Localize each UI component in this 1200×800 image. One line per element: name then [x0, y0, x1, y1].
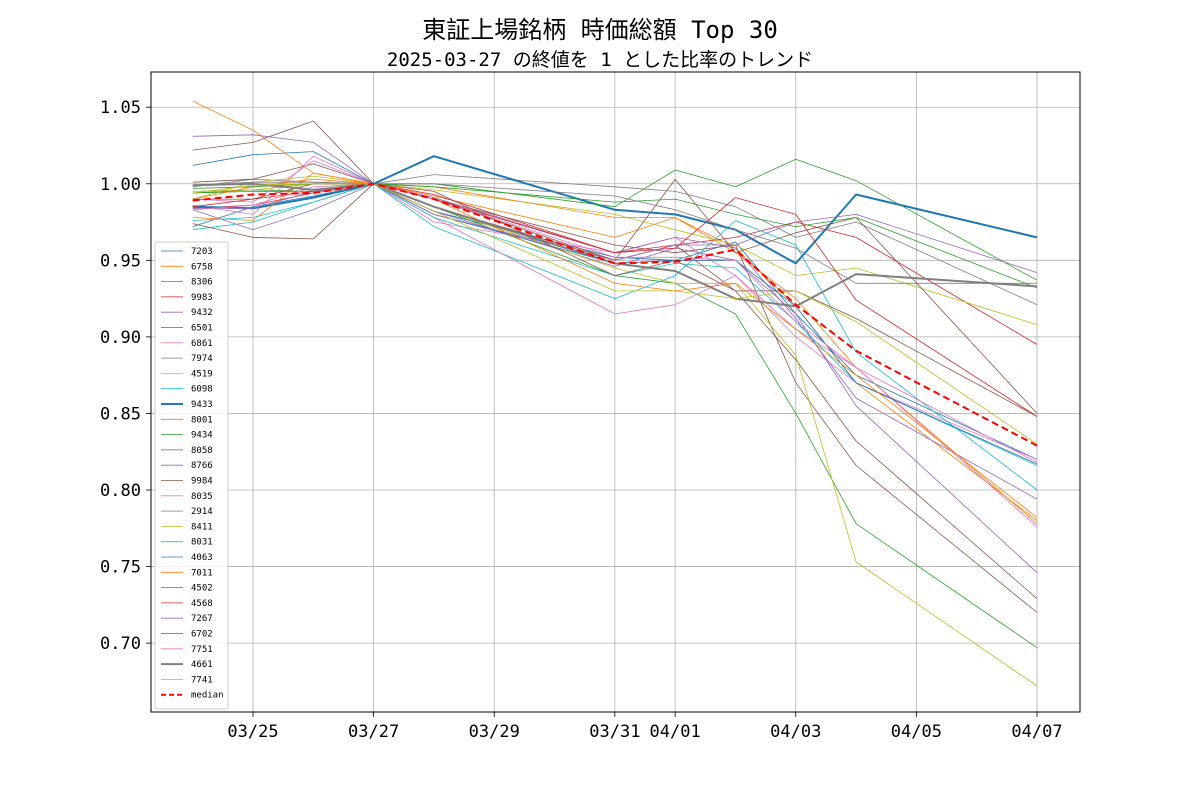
series-line-7974 — [192, 174, 1038, 306]
y-tick-label: 1.05 — [100, 98, 141, 118]
legend-label: 6501 — [191, 324, 213, 334]
x-tick-label: 03/29 — [469, 722, 520, 742]
x-tick-label: 03/25 — [227, 722, 278, 742]
series-line-8411 — [192, 183, 1038, 687]
legend-label: 9432 — [191, 308, 213, 318]
legend-label: 7011 — [191, 568, 213, 578]
y-tick-label: 0.80 — [100, 481, 141, 501]
y-tick-label: 0.75 — [100, 558, 141, 578]
legend-label: 8058 — [191, 446, 213, 456]
series-line-median — [192, 182, 1038, 447]
legend-label: 4519 — [191, 369, 213, 379]
legend-label: 6702 — [191, 630, 213, 640]
grid — [151, 72, 1080, 712]
legend-label: 6758 — [191, 262, 213, 272]
series-line-4519 — [192, 175, 1038, 325]
legend-label: 6098 — [191, 385, 213, 395]
legend-label: 8001 — [191, 415, 213, 425]
x-tick-label: 03/31 — [589, 722, 640, 742]
y-tick-label: 1.00 — [100, 175, 141, 195]
legend-label: 8031 — [191, 538, 213, 548]
plot-frame — [150, 71, 1081, 713]
x-tick-label: 04/03 — [770, 722, 821, 742]
legend-label: 8306 — [191, 278, 213, 288]
legend-label: 4661 — [191, 660, 213, 670]
legend-label: median — [191, 691, 224, 701]
series-lines — [192, 100, 1038, 687]
legend-label: 4568 — [191, 599, 213, 609]
axes: 03/25 03/27 03/29 03/31 04/01 04/03 04/05 04/07… — [100, 98, 1063, 742]
series-line-7741 — [192, 183, 1038, 445]
series-line-6098 — [192, 183, 1038, 491]
series-line-2914 — [192, 181, 1037, 284]
y-tick-label: 0.90 — [100, 328, 141, 348]
legend-label: 9433 — [191, 400, 213, 410]
legend-label: 7741 — [191, 675, 213, 685]
series-line-7267 — [192, 183, 1038, 273]
legend-label: 4502 — [191, 584, 213, 594]
legend-label: 8766 — [191, 461, 213, 471]
y-tick-label: 0.70 — [100, 634, 141, 654]
legend: 7203 6758 8306 9983 9432 6501 6861 7974 4519 6098… — [154, 241, 229, 710]
series-line-4502 — [192, 183, 1038, 289]
legend-label: 7267 — [191, 614, 213, 624]
legend-label: 4063 — [191, 553, 213, 563]
x-tick-label: 04/05 — [891, 722, 942, 742]
series-line-9434 — [192, 158, 1038, 281]
series-line-8058 — [192, 183, 1038, 613]
legend-label: 9984 — [191, 477, 213, 487]
series-line-7011 — [192, 178, 1038, 518]
legend-label: 8035 — [191, 492, 213, 502]
legend-label: 9434 — [191, 431, 213, 441]
legend-label: 7203 — [191, 247, 213, 257]
chart-subtitle: 2025-03-27 の終値を 1 とした比率のトレンド — [386, 49, 814, 71]
legend-label: 8411 — [191, 522, 213, 532]
x-tick-label: 04/01 — [650, 722, 701, 742]
series-line-4661 — [192, 182, 1038, 308]
chart-title: 東証上場銘柄 時価総額 Top 30 — [422, 16, 778, 44]
legend-label: 7751 — [191, 645, 213, 655]
legend-label: 6861 — [191, 339, 213, 349]
series-line-9433 — [192, 155, 1038, 265]
legend-label: 7974 — [191, 354, 213, 364]
x-tick-label: 04/07 — [1011, 722, 1062, 742]
x-tick-label: 03/27 — [348, 722, 399, 742]
legend-label: 2914 — [191, 507, 213, 517]
series-line-6702 — [192, 183, 1038, 417]
y-tick-label: 0.85 — [100, 404, 141, 424]
legend-label: 9983 — [191, 293, 213, 303]
legend-box — [154, 241, 229, 710]
y-tick-label: 0.95 — [100, 251, 141, 271]
